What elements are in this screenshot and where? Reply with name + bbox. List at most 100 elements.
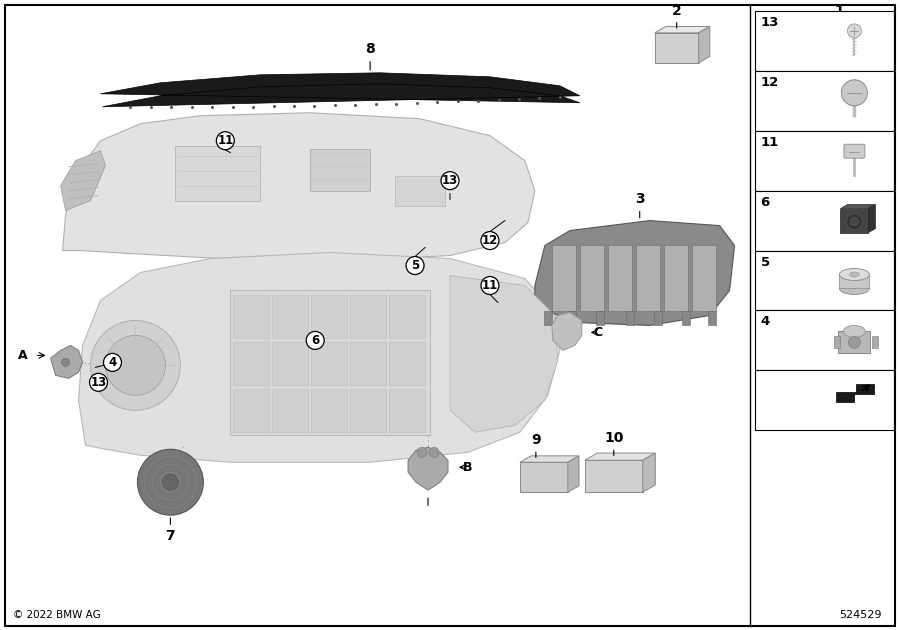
Text: 13: 13: [760, 16, 778, 29]
Text: 12: 12: [760, 76, 778, 89]
FancyBboxPatch shape: [233, 343, 269, 386]
FancyBboxPatch shape: [273, 343, 308, 386]
Polygon shape: [520, 456, 579, 462]
Polygon shape: [585, 453, 655, 461]
Circle shape: [481, 277, 499, 294]
FancyBboxPatch shape: [626, 311, 634, 326]
Polygon shape: [60, 151, 105, 210]
Circle shape: [481, 232, 499, 249]
FancyBboxPatch shape: [608, 244, 632, 311]
FancyBboxPatch shape: [754, 251, 895, 311]
FancyBboxPatch shape: [233, 295, 269, 338]
Polygon shape: [50, 345, 83, 379]
Text: 13: 13: [442, 174, 458, 187]
Text: 11: 11: [217, 134, 233, 147]
Text: A: A: [799, 41, 810, 54]
FancyBboxPatch shape: [844, 144, 865, 158]
Text: 13: 13: [90, 376, 106, 389]
Circle shape: [848, 24, 861, 38]
FancyBboxPatch shape: [389, 389, 425, 432]
Text: 4: 4: [760, 316, 770, 328]
Text: 1: 1: [834, 4, 844, 18]
Ellipse shape: [850, 272, 859, 277]
Polygon shape: [585, 461, 643, 492]
Circle shape: [406, 256, 424, 275]
Text: A: A: [18, 349, 27, 362]
Text: 11: 11: [760, 135, 778, 149]
FancyBboxPatch shape: [635, 244, 660, 311]
Ellipse shape: [840, 282, 869, 294]
Polygon shape: [841, 209, 868, 232]
Polygon shape: [698, 26, 710, 63]
Text: 11: 11: [482, 279, 498, 292]
FancyBboxPatch shape: [233, 389, 269, 432]
FancyBboxPatch shape: [596, 311, 604, 326]
FancyBboxPatch shape: [311, 343, 347, 386]
FancyBboxPatch shape: [754, 191, 895, 251]
FancyBboxPatch shape: [389, 295, 425, 338]
Text: 5: 5: [411, 259, 419, 272]
FancyBboxPatch shape: [350, 295, 386, 338]
FancyBboxPatch shape: [580, 244, 604, 311]
FancyBboxPatch shape: [692, 244, 716, 311]
FancyBboxPatch shape: [230, 290, 430, 435]
Polygon shape: [450, 275, 558, 432]
Circle shape: [89, 374, 107, 391]
FancyBboxPatch shape: [663, 244, 688, 311]
FancyBboxPatch shape: [310, 149, 370, 191]
FancyBboxPatch shape: [754, 71, 895, 130]
Polygon shape: [520, 462, 568, 492]
Text: 7: 7: [166, 529, 176, 543]
Ellipse shape: [840, 268, 869, 280]
FancyBboxPatch shape: [840, 275, 869, 289]
Circle shape: [306, 331, 324, 350]
Text: 524529: 524529: [839, 610, 881, 620]
FancyBboxPatch shape: [754, 370, 895, 430]
Polygon shape: [836, 384, 875, 403]
Polygon shape: [101, 73, 580, 106]
FancyBboxPatch shape: [176, 146, 260, 200]
Polygon shape: [654, 26, 710, 33]
FancyBboxPatch shape: [653, 311, 662, 326]
Text: 3: 3: [634, 192, 644, 205]
FancyBboxPatch shape: [311, 295, 347, 338]
FancyBboxPatch shape: [544, 311, 552, 326]
Text: 6: 6: [311, 334, 320, 347]
FancyBboxPatch shape: [568, 311, 576, 326]
Circle shape: [429, 447, 439, 457]
Polygon shape: [408, 447, 448, 490]
Text: 10: 10: [604, 432, 624, 445]
Text: © 2022 BMW AG: © 2022 BMW AG: [13, 610, 101, 620]
Polygon shape: [552, 312, 581, 350]
FancyBboxPatch shape: [395, 176, 445, 205]
Polygon shape: [535, 220, 734, 326]
Text: 6: 6: [760, 196, 770, 209]
Circle shape: [441, 171, 459, 190]
Circle shape: [850, 217, 859, 226]
FancyBboxPatch shape: [389, 343, 425, 386]
Circle shape: [91, 321, 180, 410]
FancyBboxPatch shape: [350, 389, 386, 432]
Circle shape: [842, 80, 868, 106]
Circle shape: [138, 449, 203, 515]
Text: 9: 9: [531, 433, 541, 447]
Circle shape: [846, 214, 862, 229]
Text: 4: 4: [108, 356, 117, 369]
FancyBboxPatch shape: [834, 336, 841, 348]
Circle shape: [417, 447, 427, 457]
Text: 2: 2: [671, 4, 681, 18]
FancyBboxPatch shape: [707, 311, 716, 326]
Polygon shape: [654, 33, 698, 63]
FancyBboxPatch shape: [273, 295, 308, 338]
Polygon shape: [568, 456, 579, 492]
Ellipse shape: [843, 326, 866, 338]
Polygon shape: [78, 253, 560, 462]
FancyBboxPatch shape: [273, 389, 308, 432]
FancyBboxPatch shape: [350, 343, 386, 386]
Text: C: C: [869, 41, 879, 54]
Polygon shape: [868, 205, 876, 232]
FancyBboxPatch shape: [311, 389, 347, 432]
Text: 5: 5: [760, 256, 770, 268]
Text: C: C: [593, 326, 602, 339]
FancyBboxPatch shape: [754, 311, 895, 370]
